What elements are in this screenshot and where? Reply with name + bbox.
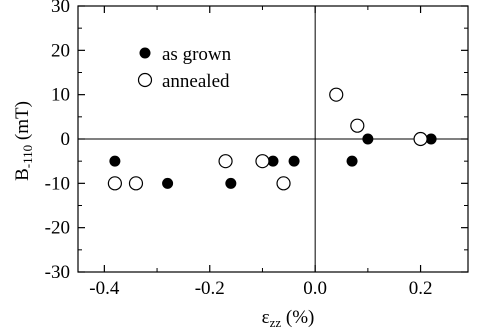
legend-label-as-grown: as grown [162,44,232,65]
y-tick-label: 0 [61,129,71,150]
x-tick-label: 0.0 [303,278,327,299]
point-as-grown [362,133,374,145]
point-as-grown [346,155,358,167]
point-annealed [413,131,428,147]
legend-marker-as-grown [139,47,151,59]
legend-marker-annealed [137,72,153,88]
x-tick-label: -0.2 [195,278,225,299]
x-tick-label: 0.2 [409,278,433,299]
point-as-grown [425,133,437,145]
point-as-grown [267,155,279,167]
legend-label-annealed: annealed [162,71,230,92]
y-tick-label: -30 [45,262,70,283]
x-tick-label: -0.4 [89,278,120,299]
point-annealed [350,118,365,133]
point-annealed [255,154,270,169]
point-as-grown [162,177,174,189]
point-annealed [218,154,233,169]
point-as-grown [109,155,121,167]
y-tick-label: 30 [51,0,70,17]
x-axis-label: εzz (%) [262,307,315,330]
point-annealed [107,176,122,191]
y-tick-label: 20 [51,40,70,61]
y-tick-label: 10 [51,85,70,106]
point-as-grown [288,155,300,167]
y-tick-label: -20 [45,218,70,239]
zero-lines [78,6,468,272]
y-axis-label: B-110 (mT) [12,101,35,181]
point-annealed [128,176,144,191]
point-as-grown [225,177,237,189]
axis-ticks: -30 -20 -10 0 10 20 30 -0.4 -0.2 0.0 0.2 [45,0,468,299]
point-annealed [329,87,344,102]
point-annealed [276,176,291,191]
legend: as grown annealed [137,44,232,92]
y-tick-label: -10 [45,173,70,194]
data-points [107,87,437,191]
